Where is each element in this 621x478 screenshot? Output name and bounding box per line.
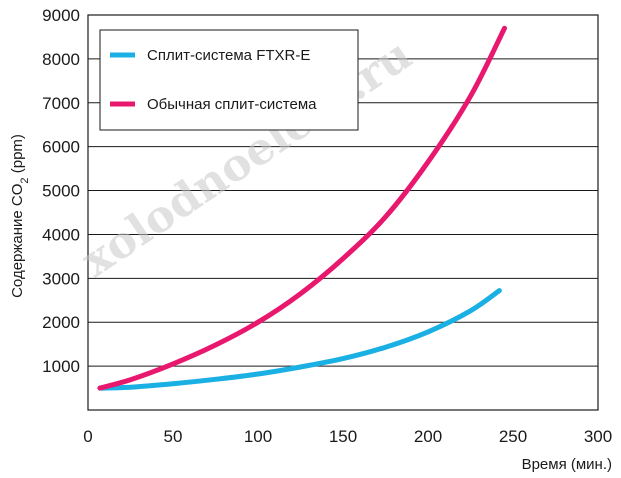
plot-frame — [87, 14, 599, 411]
y-axis-title-tail: (ppm) — [9, 134, 26, 177]
legend-label-regular: Обычная сплит-система — [147, 96, 317, 113]
y-tick-labels: 1000 2000 3000 4000 5000 6000 7000 8000 9000 — [42, 6, 80, 376]
y-tick-2000: 2000 — [42, 313, 80, 332]
legend-box — [99, 29, 359, 131]
y-tick-5000: 5000 — [42, 182, 80, 201]
x-tick-250: 250 — [499, 427, 527, 446]
y-tick-6000: 6000 — [42, 138, 80, 157]
legend-label-ftxr: Сплит-система FTXR-E — [147, 47, 310, 64]
y-tick-9000: 9000 — [42, 6, 80, 25]
y-tick-1000: 1000 — [42, 357, 80, 376]
x-tick-100: 100 — [244, 427, 272, 446]
y-axis-title: Содержание CO2 (ppm) — [9, 134, 31, 298]
series-line-1 — [97, 25, 507, 391]
series-line-0 — [97, 288, 502, 391]
y-tick-7000: 7000 — [42, 94, 80, 113]
legend: Сплит-система FTXR-E Обычная сплит-систе… — [99, 29, 359, 131]
y-tick-4000: 4000 — [42, 225, 80, 244]
series-lines — [97, 25, 507, 391]
y-tick-3000: 3000 — [42, 269, 80, 288]
x-tick-200: 200 — [414, 427, 442, 446]
x-tick-50: 50 — [164, 427, 183, 446]
y-tick-8000: 8000 — [42, 50, 80, 69]
x-axis-title: Время (мин.) — [522, 456, 612, 473]
x-tick-300: 300 — [584, 427, 612, 446]
x-tick-labels: 0 50 100 150 200 250 300 — [83, 427, 612, 446]
y-axis-title-main: Содержание CO — [9, 184, 26, 298]
y-axis-title-subscript: 2 — [19, 177, 31, 183]
x-tick-0: 0 — [83, 427, 92, 446]
x-tick-150: 150 — [329, 427, 357, 446]
